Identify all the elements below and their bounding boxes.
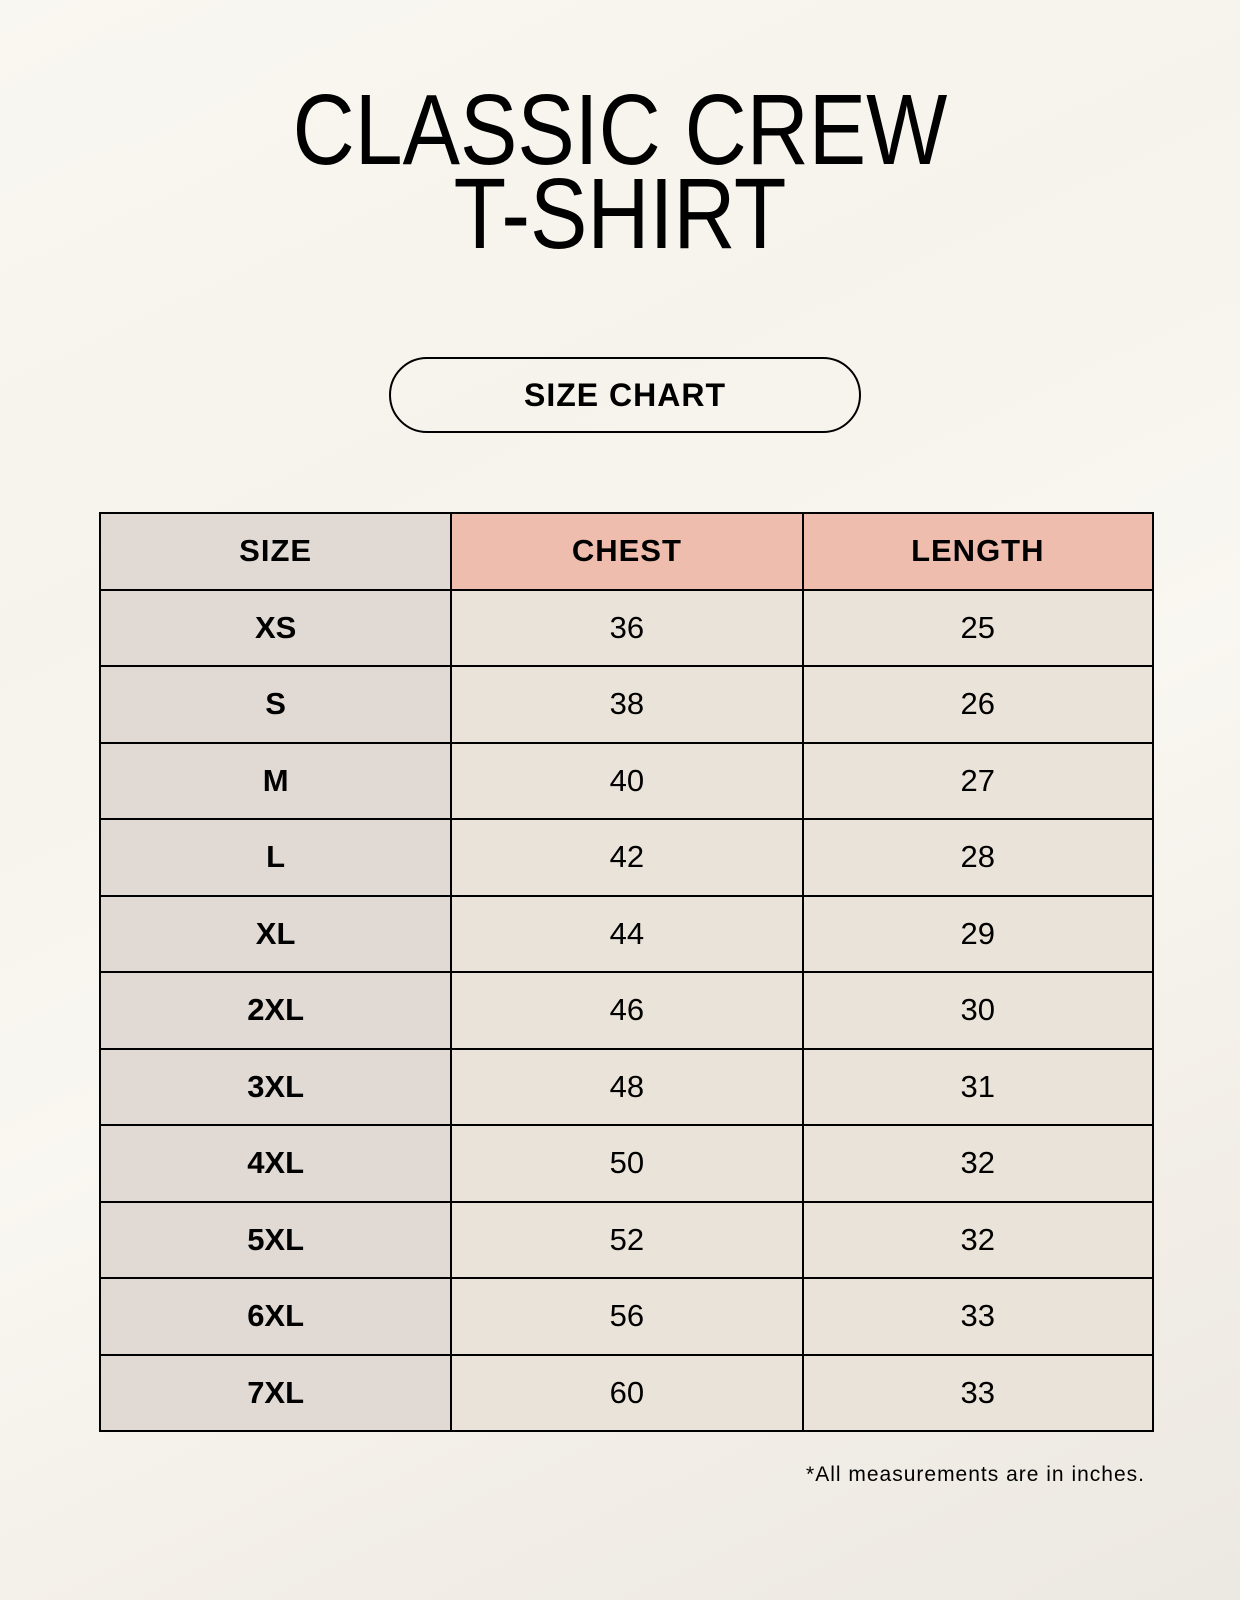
length-cell: 27 [801,741,1155,820]
table-header-row: SIZE CHEST LENGTH [98,512,1155,591]
page-title: CLASSIC CREW T-SHIRT [87,74,1153,270]
table-row: XS 36 25 [98,588,1155,667]
length-cell: 26 [801,665,1155,744]
size-cell: M [98,741,453,820]
length-cell: 32 [801,1124,1155,1203]
chest-cell: 60 [450,1353,804,1432]
length-cell: 29 [801,894,1155,973]
length-cell: 32 [801,1200,1155,1279]
size-cell: 4XL [98,1124,453,1203]
size-cell: 6XL [98,1277,453,1356]
size-cell: 3XL [98,1047,453,1126]
table-row: XL 44 29 [98,894,1155,973]
size-table: SIZE CHEST LENGTH XS 36 25 S 38 26 M 40 27 L 42 28 X… [98,512,1155,1432]
footnote: *All measurements are in inches. [806,1463,1145,1486]
chest-cell: 42 [450,818,804,897]
size-cell: 2XL [98,971,453,1050]
table-row: 7XL 60 33 [98,1353,1155,1432]
table-row: 3XL 48 31 [98,1047,1155,1126]
size-cell: S [98,665,453,744]
title-line-2: T-SHIRT [453,158,787,270]
length-cell: 33 [801,1353,1155,1432]
table-row: L 42 28 [98,818,1155,897]
table-row: 2XL 46 30 [98,971,1155,1050]
chest-cell: 50 [450,1124,804,1203]
table-row: S 38 26 [98,665,1155,744]
header-size: SIZE [98,512,453,591]
size-cell: XS [98,588,453,667]
chest-cell: 38 [450,665,804,744]
chest-cell: 56 [450,1277,804,1356]
length-cell: 31 [801,1047,1155,1126]
table-row: 6XL 56 33 [98,1277,1155,1356]
chest-cell: 52 [450,1200,804,1279]
header-length: LENGTH [801,512,1155,591]
title-line-1: CLASSIC CREW [292,74,948,186]
table-row: M 40 27 [98,741,1155,820]
table-row: 5XL 52 32 [98,1200,1155,1279]
chest-cell: 48 [450,1047,804,1126]
length-cell: 30 [801,971,1155,1050]
header-chest: CHEST [450,512,804,591]
table-row: 4XL 50 32 [98,1124,1155,1203]
length-cell: 33 [801,1277,1155,1356]
chest-cell: 46 [450,971,804,1050]
size-cell: L [98,818,453,897]
length-cell: 28 [801,818,1155,897]
size-chart-badge: SIZE CHART [389,357,861,433]
size-cell: 5XL [98,1200,453,1279]
chest-cell: 40 [450,741,804,820]
chest-cell: 36 [450,588,804,667]
length-cell: 25 [801,588,1155,667]
size-cell: 7XL [98,1353,453,1432]
chest-cell: 44 [450,894,804,973]
size-cell: XL [98,894,453,973]
